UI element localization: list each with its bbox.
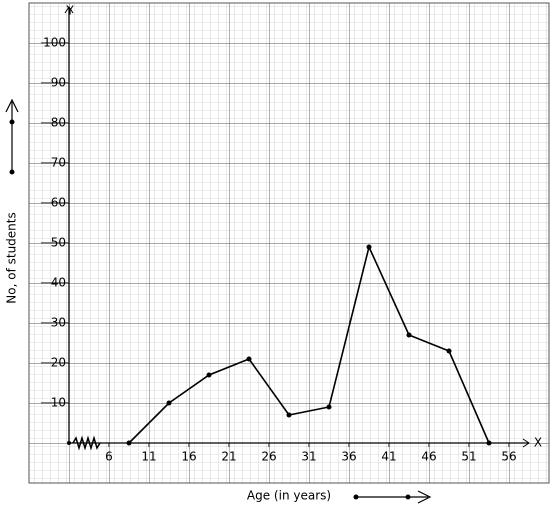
x-tick-label: 6 (105, 450, 113, 464)
point (166, 400, 172, 406)
y-tick-label: 50 (51, 236, 66, 250)
point (126, 440, 132, 446)
grid (28, 2, 550, 484)
x-tick-label: 21 (221, 450, 236, 464)
point (206, 372, 212, 378)
x-tick-label: 31 (301, 450, 316, 464)
y-axis-label: No, of students (5, 212, 19, 303)
y-tick-label: 90 (51, 76, 66, 90)
x-tick-label: 41 (381, 450, 396, 464)
x-tick-label: 16 (181, 450, 196, 464)
y-tick-label: 30 (51, 316, 66, 330)
point (246, 356, 252, 362)
point (486, 440, 492, 446)
point (406, 332, 412, 338)
x-axis-name: X (534, 436, 542, 450)
y-tick-label: 70 (51, 156, 66, 170)
y-tick-label: 100 (43, 36, 66, 50)
y-tick-label: 20 (51, 356, 66, 370)
point (326, 404, 332, 410)
x-axis-label: Age (in years) (247, 489, 331, 503)
x-tick-label: 51 (461, 450, 476, 464)
point (366, 244, 372, 250)
point (286, 412, 292, 418)
y-axis-name: Y (65, 4, 74, 18)
x-tick-label: 26 (261, 450, 276, 464)
y-arrow (64, 6, 74, 14)
y-tick-label: 40 (51, 276, 66, 290)
x-tick-label: 46 (421, 450, 436, 464)
y-tick-label: 10 (51, 396, 66, 410)
y-tick-label: 60 (51, 196, 66, 210)
line (128, 244, 490, 444)
x-tick-label: 56 (501, 450, 516, 464)
graph-paper (28, 2, 550, 484)
x-tick-label: 36 (341, 450, 356, 464)
origin (67, 441, 71, 445)
y-tick-label: 80 (51, 116, 66, 130)
x-tick-label: 11 (141, 450, 156, 464)
x-arrow (522, 438, 530, 448)
point (446, 348, 452, 354)
